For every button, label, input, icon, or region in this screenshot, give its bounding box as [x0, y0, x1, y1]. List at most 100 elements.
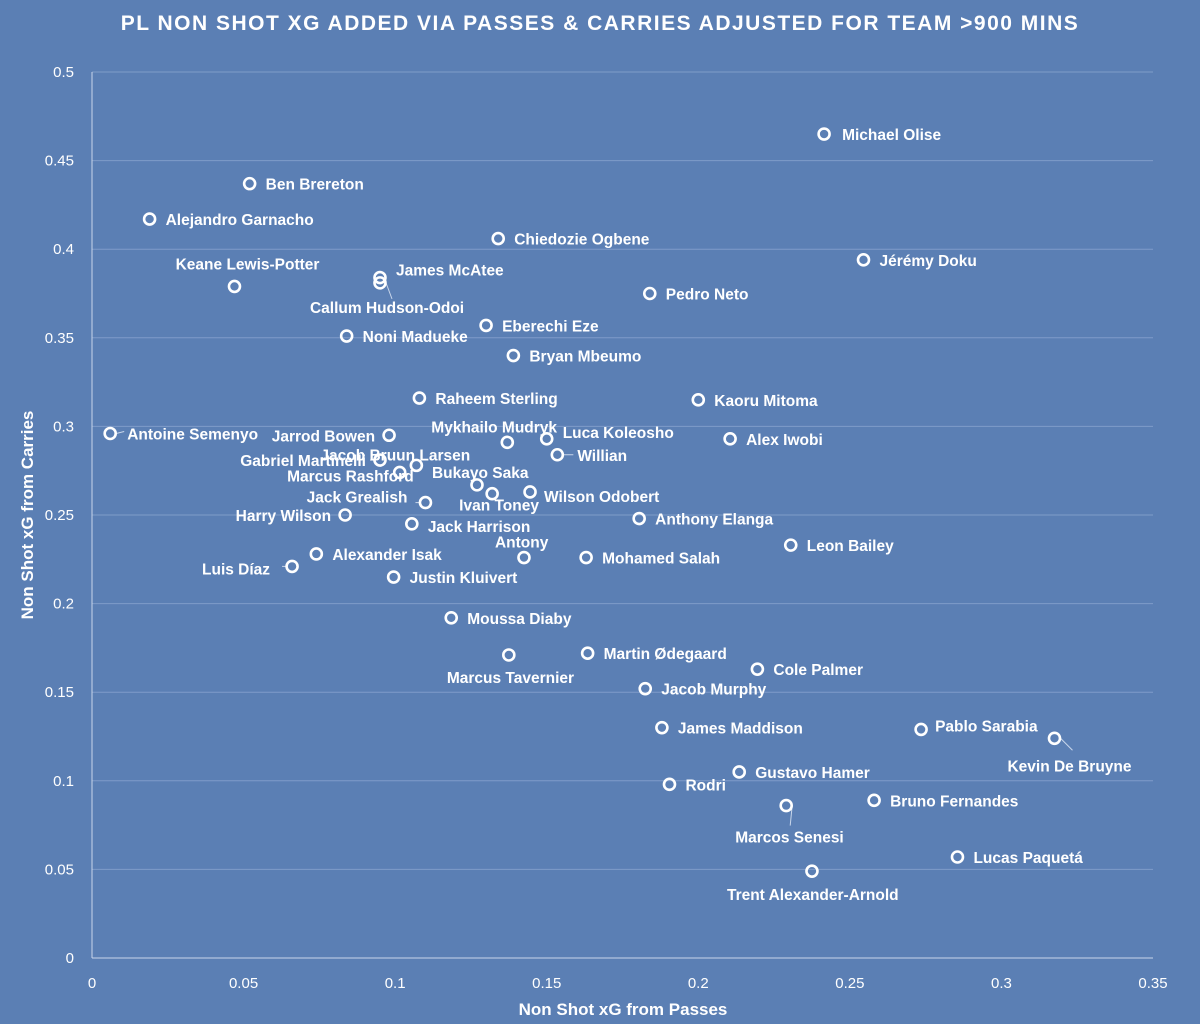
x-tick-label: 0.15 — [532, 975, 561, 992]
data-point-bryan-mbeumo — [506, 348, 521, 363]
point-label-marcus-tavernier: Marcus Tavernier — [447, 670, 574, 687]
point-label-gabriel-martinelli: Gabriel Martinelli — [240, 453, 366, 470]
point-label-marcos-senesi: Marcos Senesi — [735, 830, 844, 847]
label-leader-line — [116, 431, 125, 434]
point-label-gustavo-hamer: Gustavo Hamer — [755, 765, 870, 782]
point-label-marcus-rashford: Marcus Rashford — [287, 468, 414, 485]
point-label-bruno-fernandes: Bruno Fernandes — [890, 793, 1018, 810]
x-axis-title: Non Shot xG from Passes — [519, 1000, 728, 1019]
point-label-chiedozie-ogbene: Chiedozie Ogbene — [514, 232, 650, 249]
point-label-bukayo-saka: Bukayo Saka — [432, 465, 529, 482]
point-label-mohamed-salah: Mohamed Salah — [602, 551, 720, 568]
data-point-antoine-semenyo — [103, 426, 117, 441]
data-point-ben-brereton — [242, 176, 257, 191]
data-point-moussa-diaby — [444, 610, 459, 625]
grid-layer — [92, 71, 1153, 870]
data-point-leon-bailey — [783, 538, 798, 552]
point-label-alex-iwobi: Alex Iwobi — [746, 432, 823, 449]
x-tick-label: 0.1 — [385, 975, 406, 992]
point-label-martin-odegaard: Martin Ødegaard — [604, 646, 727, 663]
x-tick-label: 0.25 — [835, 975, 864, 992]
label-leader-line — [385, 282, 393, 300]
point-label-luca-koleosho: Luca Koleosho — [563, 425, 674, 442]
data-point-raheem-sterling — [412, 391, 427, 405]
data-point-keane-lewis-potter — [227, 279, 242, 294]
y-tick-label: 0.45 — [45, 153, 74, 170]
point-label-alejandro-garnacho: Alejandro Garnacho — [166, 212, 314, 229]
data-point-justin-kluivert — [386, 570, 401, 584]
data-point-jeremy-doku — [856, 253, 871, 267]
x-tick-label: 0.2 — [688, 975, 709, 992]
data-point-marcus-rashford — [392, 465, 407, 480]
data-point-jack-grealish — [418, 495, 433, 510]
point-label-leon-bailey: Leon Bailey — [807, 538, 894, 555]
point-label-jacob-murphy: Jacob Murphy — [661, 682, 766, 699]
data-point-pablo-sarabia — [914, 722, 928, 737]
data-point-willian — [550, 447, 565, 462]
data-point-kevin-de-bruyne — [1047, 731, 1062, 746]
point-label-eberechi-eze: Eberechi Eze — [502, 318, 599, 335]
data-point-harry-wilson — [338, 508, 352, 522]
point-label-antoine-semenyo: Antoine Semenyo — [127, 426, 258, 443]
point-label-mykhailo-mudryk: Mykhailo Mudryk — [431, 419, 557, 436]
point-label-pedro-neto: Pedro Neto — [666, 287, 749, 304]
y-tick-label: 0.15 — [45, 684, 74, 701]
data-point-luis-diaz — [285, 559, 299, 574]
point-label-jarrod-bowen: Jarrod Bowen — [272, 428, 375, 445]
data-point-antony — [517, 550, 531, 565]
point-label-james-maddison: James Maddison — [678, 721, 803, 738]
data-point-anthony-elanga — [632, 511, 646, 526]
data-point-jacob-murphy — [638, 681, 653, 696]
point-label-luis-diaz: Luis Díaz — [202, 561, 270, 578]
point-label-jack-grealish: Jack Grealish — [307, 490, 408, 507]
data-point-jacob-bruun-larsen — [409, 458, 424, 473]
y-tick-label: 0.3 — [53, 418, 74, 435]
point-label-jacob-bruun-larsen: Jacob Bruun Larsen — [320, 447, 470, 464]
y-tick-label: 0.4 — [53, 241, 74, 258]
point-label-jack-harrison: Jack Harrison — [428, 519, 531, 536]
y-tick-label: 0.5 — [53, 64, 74, 81]
point-label-wilson-odobert: Wilson Odobert — [544, 489, 659, 506]
point-label-harry-wilson: Harry Wilson — [236, 508, 331, 525]
data-point-trent-alexander-arnold — [805, 864, 819, 878]
data-point-jarrod-bowen — [382, 428, 396, 443]
data-point-marcos-senesi — [779, 798, 793, 813]
point-label-kaoru-mitoma: Kaoru Mitoma — [714, 393, 818, 410]
data-point-chiedozie-ogbene — [491, 231, 506, 246]
data-point-rodri — [662, 777, 677, 792]
y-tick-label: 0 — [66, 950, 74, 967]
data-point-mykhailo-mudryk — [500, 435, 515, 450]
data-point-lucas-paqueta — [950, 850, 965, 864]
point-label-lucas-paqueta: Lucas Paquetá — [973, 850, 1083, 867]
point-label-raheem-sterling: Raheem Sterling — [435, 391, 557, 408]
point-label-callum-hudson-odoi: Callum Hudson-Odoi — [310, 300, 464, 317]
point-layer — [103, 127, 1062, 878]
y-tick-label: 0.05 — [45, 861, 74, 878]
point-label-bryan-mbeumo: Bryan Mbeumo — [529, 349, 641, 366]
data-point-marcus-tavernier — [502, 648, 516, 662]
y-axis-title: Non Shot xG from Carries — [18, 411, 37, 620]
y-tick-label: 0.35 — [45, 330, 74, 347]
data-point-luca-koleosho — [539, 432, 554, 446]
data-point-ivan-toney — [485, 486, 499, 501]
y-tick-label: 0.25 — [45, 507, 74, 524]
data-point-alexander-isak — [309, 547, 324, 561]
point-label-rodri: Rodri — [685, 777, 725, 794]
data-point-noni-madueke — [339, 329, 354, 343]
chart-title: PL NON SHOT XG ADDED VIA PASSES & CARRIE… — [120, 12, 1080, 35]
label-leader-line — [1060, 737, 1073, 751]
data-point-pedro-neto — [642, 286, 657, 301]
point-label-keane-lewis-potter: Keane Lewis-Potter — [176, 256, 320, 273]
data-point-kaoru-mitoma — [691, 393, 706, 407]
data-point-michael-olise — [817, 127, 831, 141]
label-layer: Michael Olise Ben Brereton Alejandro Garna… — [127, 127, 1132, 904]
point-label-kevin-de-bruyne: Kevin De Bruyne — [1007, 758, 1131, 775]
data-point-jack-harrison — [405, 517, 419, 531]
data-point-alex-iwobi — [723, 432, 737, 446]
data-point-mohamed-salah — [579, 550, 593, 565]
point-label-noni-madueke: Noni Madueke — [363, 329, 468, 346]
point-label-cole-palmer: Cole Palmer — [773, 662, 863, 679]
data-point-gustavo-hamer — [732, 765, 747, 779]
